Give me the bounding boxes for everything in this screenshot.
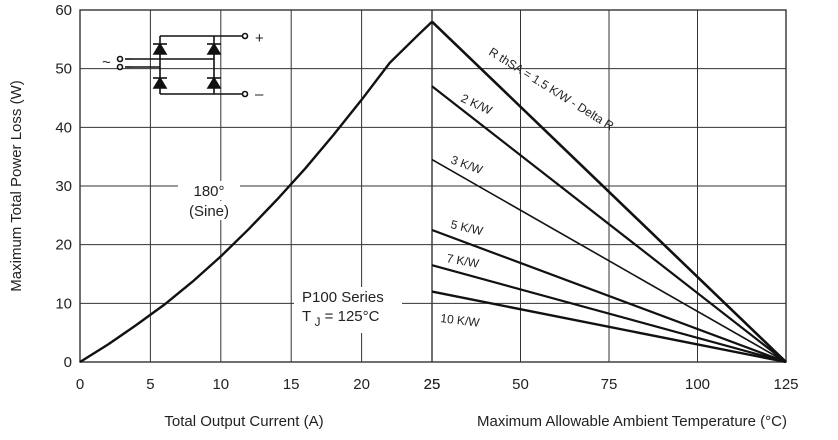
rth-label: 10 K/W [440, 311, 481, 330]
rth-label: 2 K/W [459, 91, 495, 118]
y-tick-label: 20 [55, 237, 72, 254]
rth-label: 5 K/W [449, 217, 485, 238]
y-tick-label: 40 [55, 119, 72, 136]
x-tick-label-right: 25 [424, 376, 441, 393]
rth-label: 3 K/W [449, 153, 485, 178]
plus-terminal-label: + [255, 30, 264, 47]
x-tick-label-left: 15 [283, 376, 300, 393]
x-tick-label-right: 75 [601, 376, 618, 393]
x-axis-label-right: Maximum Allowable Ambient Temperature (°… [477, 413, 787, 430]
minus-terminal-label: – [255, 86, 264, 103]
x-tick-label-left: 10 [212, 376, 229, 393]
y-tick-label: 60 [55, 2, 72, 19]
y-tick-label: 50 [55, 61, 72, 78]
x-tick-label-right: 125 [773, 376, 798, 393]
rth-label: 7 K/W [445, 251, 480, 271]
angle-annotation: 180° [193, 183, 224, 200]
ac-symbol: ~ [102, 54, 111, 71]
angle-annotation: (Sine) [189, 203, 229, 220]
y-tick-label: 0 [64, 354, 72, 371]
x-axis-label-left: Total Output Current (A) [164, 413, 323, 430]
y-tick-label: 30 [55, 178, 72, 195]
x-tick-label-left: 0 [76, 376, 84, 393]
annotations: R thSA = 1.5 K/W - Delta R2 K/W 3 K/W 5 K/… [178, 45, 617, 333]
x-tick-label-right: 100 [685, 376, 710, 393]
x-tick-label-left: 5 [146, 376, 154, 393]
x-tick-label-left: 20 [353, 376, 370, 393]
x-tick-label-right: 50 [512, 376, 529, 393]
rth-label: R thSA = 1.5 K/W - Delta R [486, 45, 616, 134]
series-annotation: P100 Series [302, 289, 384, 306]
y-axis-label: Maximum Total Power Loss (W) [8, 80, 25, 291]
y-tick-label: 10 [55, 295, 72, 312]
bridge-rectifier-schematic [118, 34, 248, 97]
